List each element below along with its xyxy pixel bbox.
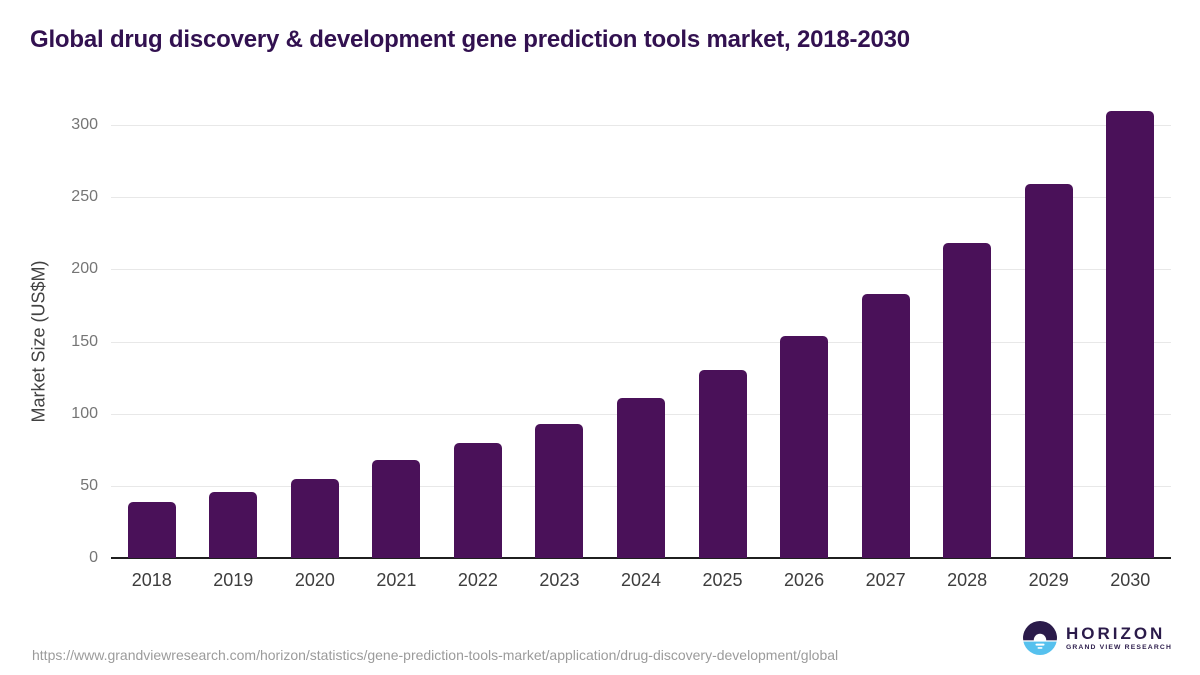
y-tick-label-300: 300 xyxy=(71,116,98,133)
x-tick-label-2023: 2023 xyxy=(539,570,580,590)
x-tick-label-2021: 2021 xyxy=(376,570,417,590)
plot-area: 0 50 100 150 200 250 300 2018 2019 2020 2021 2022 20… xyxy=(71,110,1171,590)
y-tick-label-250: 250 xyxy=(71,188,98,206)
y-axis-title-text: Market Size (US$M) xyxy=(28,260,49,423)
x-tick-label-2030: 2030 xyxy=(1110,570,1151,590)
bar-2024[interactable] xyxy=(617,397,665,558)
horizon-logo-icon xyxy=(1022,621,1057,655)
y-tick-label-150: 150 xyxy=(71,332,98,350)
y-tick-label-200: 200 xyxy=(71,260,98,278)
bar-2025[interactable] xyxy=(698,370,747,558)
gridline-y-250 xyxy=(111,197,1171,199)
x-tick-label-2020: 2020 xyxy=(294,570,335,590)
y-tick-label-50: 50 xyxy=(80,476,98,494)
source-url-link[interactable]: https://www.grandviewresearch.com/horizo… xyxy=(32,647,839,664)
bar-2029[interactable] xyxy=(1024,184,1073,558)
x-tick-label-2028: 2028 xyxy=(947,570,988,590)
bar-2028[interactable] xyxy=(943,243,992,558)
horizon-logo-text: HORIZON GRAND VIEW RESEARCH xyxy=(1065,623,1172,652)
y-tick-label-100: 100 xyxy=(71,404,98,422)
bar-2019[interactable] xyxy=(209,491,258,558)
horizon-logo[interactable]: HORIZON GRAND VIEW RESEARCH xyxy=(1022,621,1172,655)
bar-2023[interactable] xyxy=(535,423,584,558)
x-tick-label-2022: 2022 xyxy=(457,570,498,590)
bar-2030[interactable] xyxy=(1106,110,1155,558)
gridline-y-150 xyxy=(111,341,1171,343)
gridline-y-200 xyxy=(111,269,1171,271)
bar-2022[interactable] xyxy=(453,442,502,558)
x-tick-label-2027: 2027 xyxy=(865,570,906,590)
bar-2027[interactable] xyxy=(861,293,910,558)
bar-2026[interactable] xyxy=(780,335,829,558)
x-tick-label-2026: 2026 xyxy=(784,570,825,590)
horizon-logo-name: HORIZON xyxy=(1065,623,1166,643)
x-tick-label-2024: 2024 xyxy=(620,570,662,590)
x-axis-line xyxy=(111,557,1171,559)
x-tick-label-2018: 2018 xyxy=(131,570,172,590)
bar-2021[interactable] xyxy=(372,459,421,558)
chart-title: Global drug discovery & development gene… xyxy=(30,26,910,53)
gridline-y-300 xyxy=(111,125,1171,126)
bar-2018[interactable] xyxy=(127,501,176,558)
x-tick-label-2019: 2019 xyxy=(213,570,254,590)
x-tick-label-2029: 2029 xyxy=(1028,570,1069,590)
bar-2020[interactable] xyxy=(290,478,339,558)
horizon-logo-subtitle: GRAND VIEW RESEARCH xyxy=(1065,644,1172,652)
y-tick-label-0: 0 xyxy=(89,549,98,566)
x-tick-label-2025: 2025 xyxy=(702,570,743,590)
